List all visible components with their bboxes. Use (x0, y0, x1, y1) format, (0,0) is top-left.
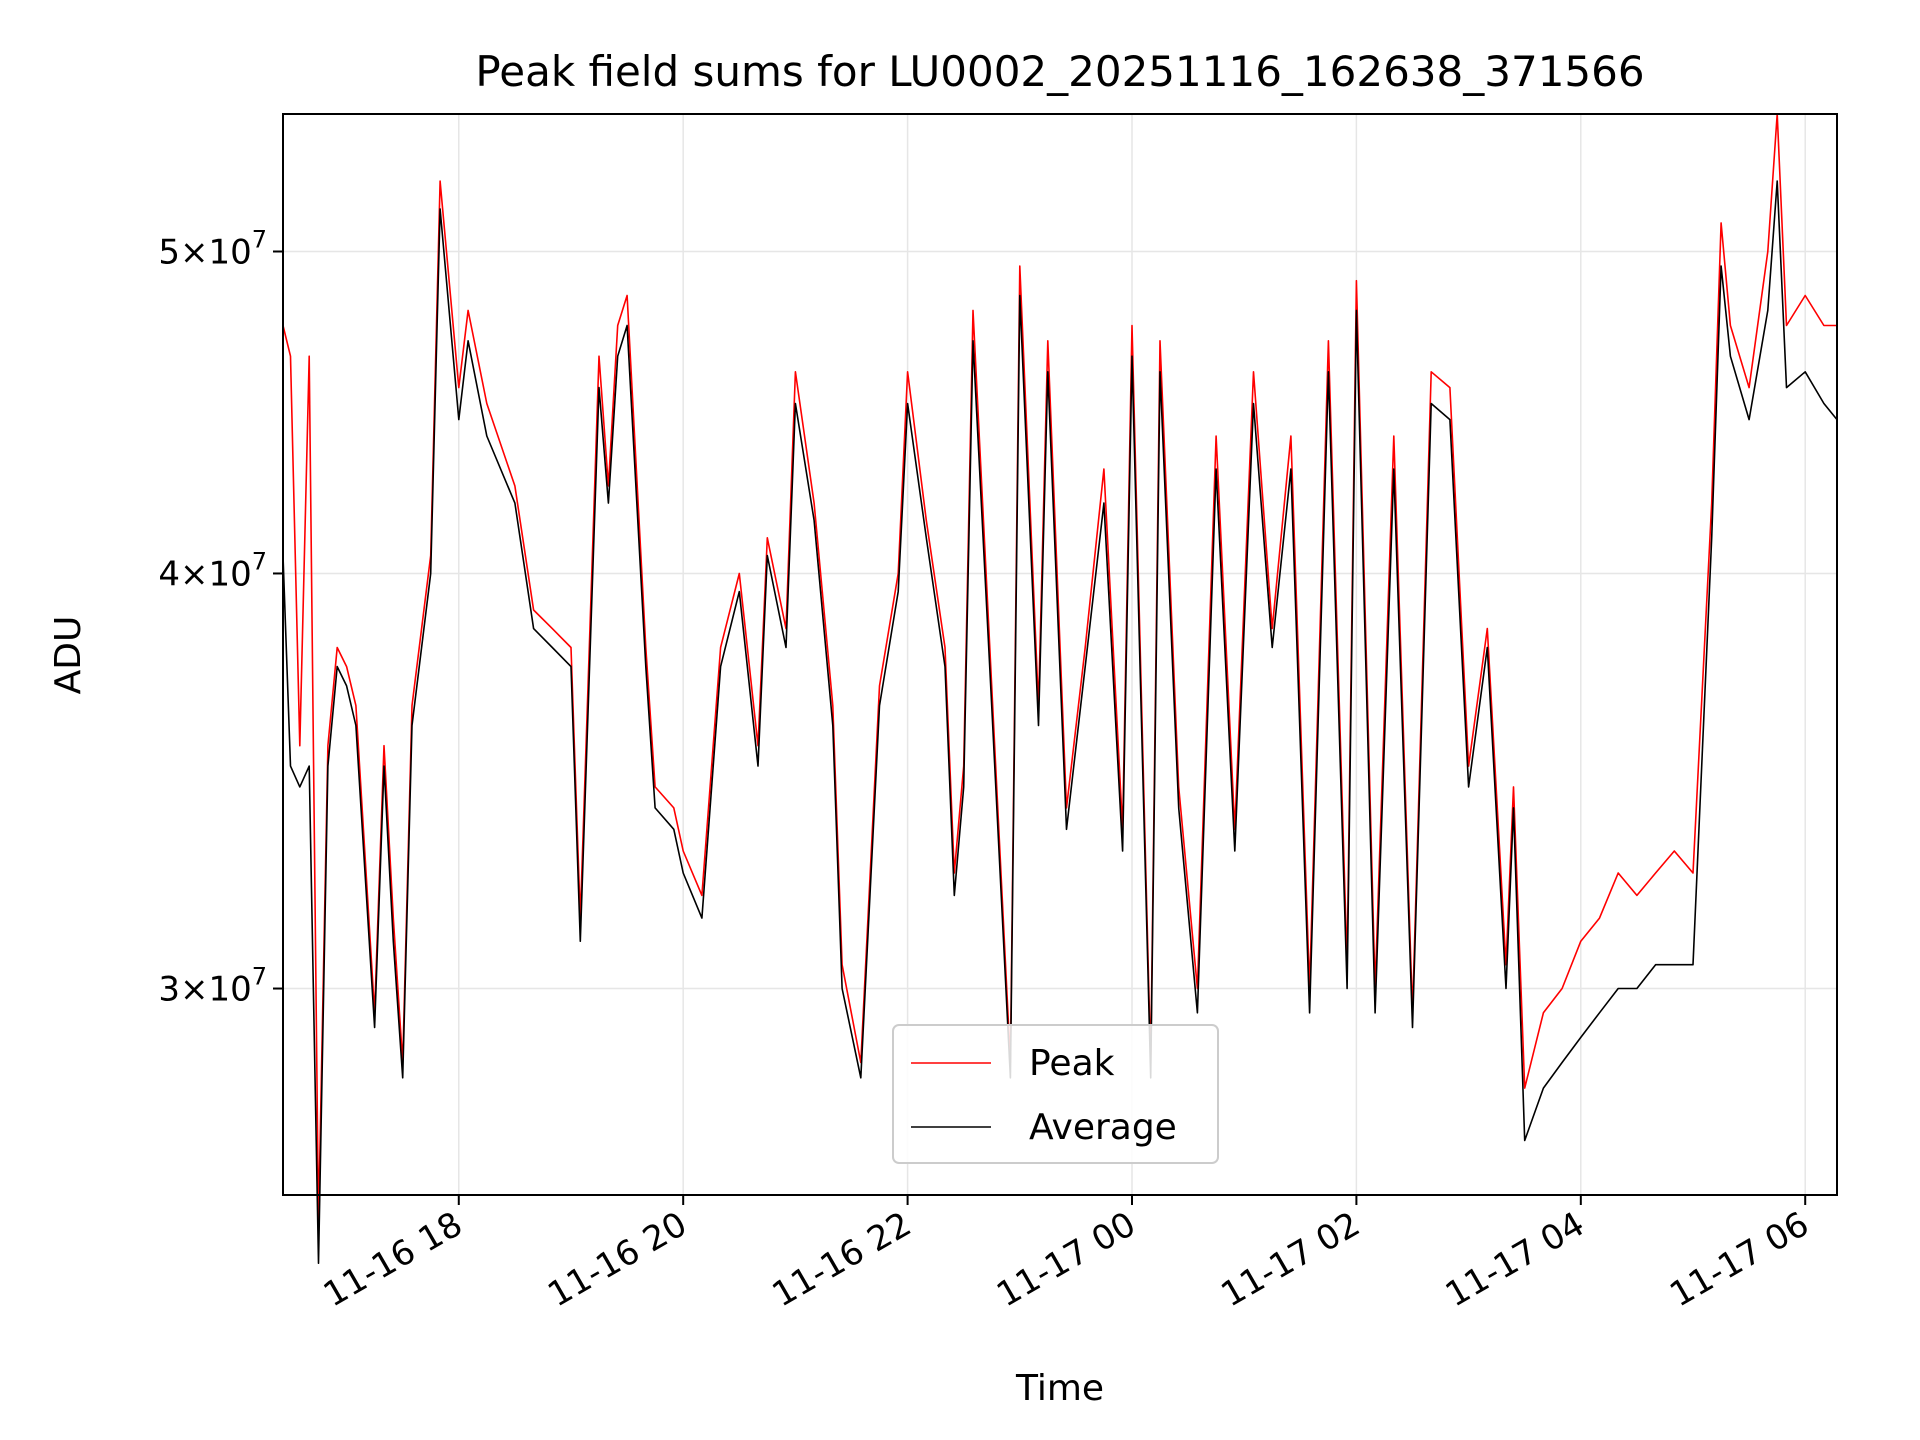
y-tick-times-ten: ×10 (180, 233, 252, 273)
plot-frame (282, 113, 1838, 1196)
y-tick-mantissa: 5 (158, 233, 180, 273)
series-line-peak (282, 113, 1837, 1224)
y-tick-mantissa: 3 (158, 970, 180, 1010)
y-tick-exponent: 7 (252, 547, 267, 575)
legend-label-peak: Peak (1029, 1043, 1115, 1084)
series-line-average (282, 180, 1838, 1264)
y-tick-times-ten: ×10 (180, 970, 252, 1010)
y-tick-label: 4×107 (158, 547, 267, 594)
y-axis-label: ADU (48, 616, 89, 695)
series-layer (282, 113, 1838, 1264)
y-tick-exponent: 7 (252, 963, 267, 991)
chart-title: Peak field sums for LU0002_20251116_1626… (475, 47, 1644, 96)
legend-label-average: Average (1029, 1107, 1177, 1148)
y-tick-times-ten: ×10 (180, 554, 252, 594)
y-tick-exponent: 7 (252, 226, 267, 254)
y-tick-label: 5×107 (158, 226, 267, 273)
y-tick-label: 3×107 (158, 963, 267, 1010)
x-axis-label: Time (1015, 1368, 1104, 1409)
legend-box (892, 1024, 1219, 1164)
grid-layer (283, 114, 1837, 1195)
legend: Peak Average (892, 1024, 1219, 1164)
y-tick-mantissa: 4 (158, 554, 180, 594)
